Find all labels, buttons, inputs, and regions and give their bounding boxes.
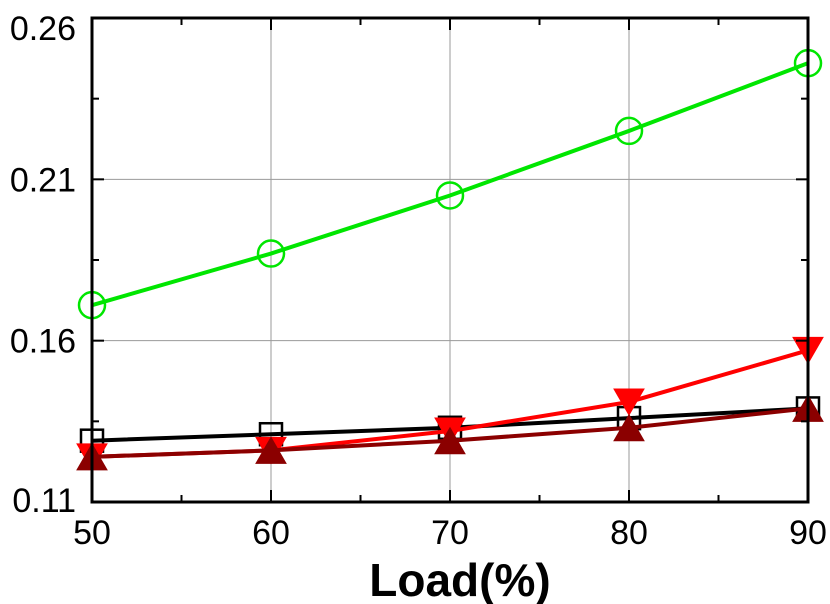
x-tick-label: 70 — [431, 514, 469, 552]
x-axis-title: Load(%) — [369, 554, 550, 604]
axis-ticks — [91, 17, 809, 503]
triangle-up-marker — [434, 426, 466, 455]
triangle-up-marker — [613, 413, 645, 442]
y-tick-label: 0.21 — [10, 161, 76, 199]
circle-marker — [435, 181, 465, 210]
y-tick-label: 0.26 — [10, 10, 76, 48]
y-tick-label: 0.11 — [12, 482, 76, 520]
x-tick-label: 90 — [789, 514, 827, 552]
y-tick-labels: 0.11 0.16 0.21 0.26 — [10, 10, 76, 520]
x-tick-labels: 50 60 70 80 90 — [73, 514, 827, 552]
x-tick-label: 60 — [252, 514, 290, 552]
grid-lines — [92, 18, 808, 502]
triangle-down-marker — [613, 388, 645, 416]
triangle-up-marker — [255, 436, 287, 464]
y-tick-label: 0.16 — [10, 323, 76, 361]
x-tick-label: 80 — [610, 514, 648, 552]
circle-marker — [614, 116, 644, 146]
circle-marker — [256, 239, 286, 268]
series-line — [91, 61, 809, 308]
x-tick-label: 50 — [73, 514, 111, 552]
